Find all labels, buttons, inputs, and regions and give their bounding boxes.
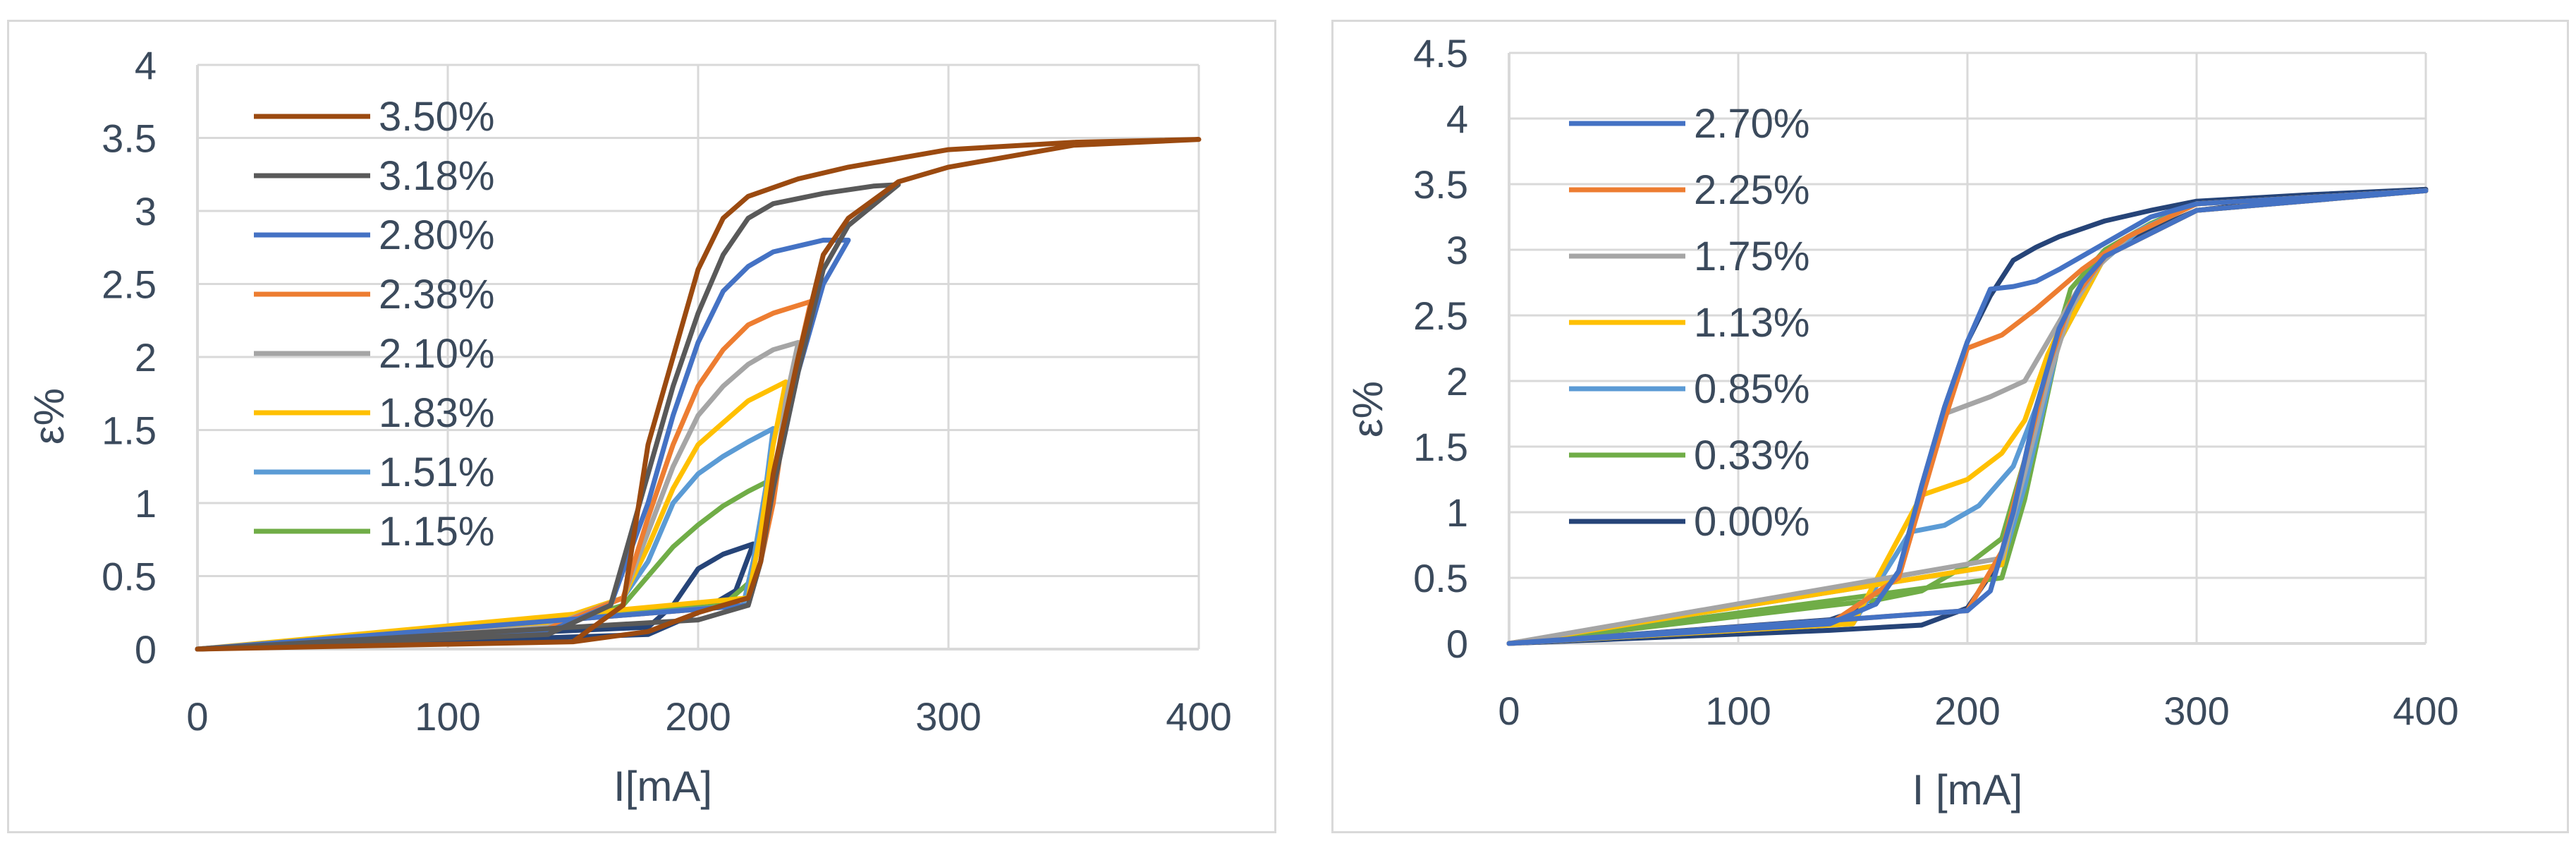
x-axis-title: I[mA] [614,763,712,810]
y-tick-label: 4 [1446,97,1468,141]
x-tick-label: 0 [1498,689,1520,733]
y-tick-label: 2.5 [1413,294,1468,338]
y-tick-label: 3 [1446,228,1468,272]
legend-label: 2.70% [1694,101,1809,147]
y-tick-label: 0.5 [1413,556,1468,600]
x-tick-label: 100 [1705,689,1771,733]
legend-label: 1.51% [379,449,494,495]
y-tick-label: 4.5 [1413,31,1468,75]
y-tick-label: 3 [135,189,157,234]
x-tick-label: 200 [1934,689,2000,733]
y-axis-title: ε% [25,388,73,444]
legend-label: 2.25% [1694,167,1809,213]
y-tick-label: 0.5 [102,555,157,599]
legend-label: 2.80% [379,212,494,258]
legend-label: 0.85% [1694,366,1809,412]
y-tick-label: 0 [1446,622,1468,666]
x-tick-label: 0 [186,694,208,739]
series-line [1506,188,2429,646]
y-axis-title: ε% [1344,381,1391,437]
y-tick-label: 2 [135,335,157,380]
legend-label: 2.38% [379,272,494,317]
legend-label: 3.50% [379,94,494,140]
x-tick-label: 200 [665,694,731,739]
y-tick-label: 2 [1446,359,1468,404]
legend-label: 1.13% [1694,300,1809,346]
x-tick-label: 100 [415,694,480,739]
series-line [195,137,1202,652]
x-axis-title: I [mA] [1912,766,2023,813]
y-tick-label: 1 [1446,490,1468,535]
chart-panel-right [1331,20,2569,833]
y-tick-label: 1 [135,481,157,526]
y-tick-label: 3.5 [1413,162,1468,207]
x-tick-label: 400 [2393,689,2458,733]
legend-label: 2.10% [379,331,494,377]
x-tick-label: 300 [2163,689,2229,733]
series-line [195,182,901,652]
x-tick-label: 300 [915,694,981,739]
legend-label: 3.18% [379,153,494,199]
legend-label: 0.33% [1694,432,1809,478]
legend-label: 1.15% [379,509,494,555]
y-tick-label: 3.5 [102,116,157,161]
x-tick-label: 400 [1166,694,1231,739]
legend-label: 1.75% [1694,234,1809,279]
legend-label: 1.83% [379,390,494,436]
legend-label: 0.00% [1694,499,1809,545]
y-tick-label: 4 [135,43,157,87]
y-tick-label: 2.5 [102,262,157,307]
y-tick-label: 1.5 [1413,425,1468,469]
chart-panel-left [7,20,1276,833]
y-tick-label: 1.5 [102,409,157,453]
y-tick-label: 0 [135,627,157,672]
